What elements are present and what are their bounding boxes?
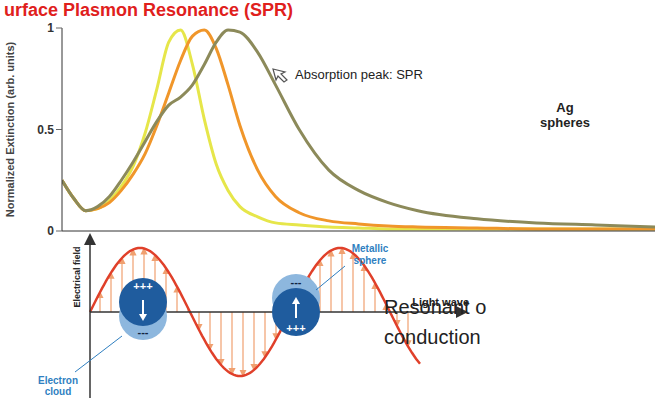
svg-text:sphere: sphere [354,255,387,266]
html-text:urface Plasmon Resonance (SPR): urface Plasmon Resonance (SPR) [4,0,294,20]
svg-text:0.5: 0.5 [37,123,54,137]
svg-text:Electron: Electron [38,375,78,386]
svg-text:cloud: cloud [45,386,72,397]
svg-text:---: --- [291,276,302,288]
svg-text:Normalized Extinction (arb. un: Normalized Extinction (arb. units) [4,41,16,217]
svg-text:+++: +++ [133,280,152,292]
svg-text:+++: +++ [286,322,305,334]
svg-text:1: 1 [47,22,54,35]
html-text:Absorption peak: SPR: Absorption peak: SPR [295,67,423,82]
svg-text:Electrical field: Electrical field [72,246,82,307]
html-text:Ag spheres: Ag spheres [540,100,590,130]
svg-text:---: --- [138,326,149,338]
html-text:Resonant o: Resonant o [384,296,487,318]
svg-text:0: 0 [47,224,54,237]
svg-text:Metallic: Metallic [352,243,389,254]
html-text:conduction: conduction [384,326,481,348]
